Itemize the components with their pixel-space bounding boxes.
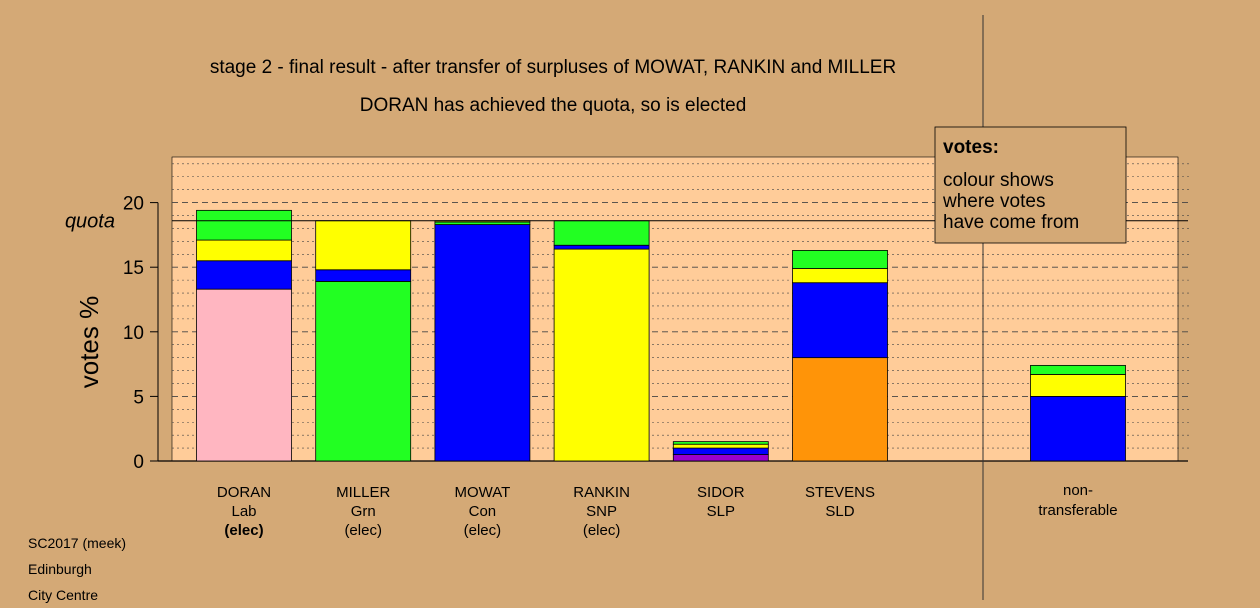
legend-line: have come from <box>943 212 1079 233</box>
chart-subtitle: DORAN has achieved the quota, so is elec… <box>360 95 747 116</box>
candidate-name-label: MILLER <box>336 484 390 501</box>
footer: SC2017 (meek) Edinburgh City Centre <box>28 530 126 608</box>
bar-stevens-segment-snp <box>792 268 888 284</box>
bar-doran-segment-snp <box>196 239 292 262</box>
bar-mowat-segment-con <box>434 224 531 462</box>
legend-title: votes: <box>943 137 999 158</box>
chart-title: stage 2 - final result - after transfer … <box>210 57 896 78</box>
legend: votes: colour shows where votes have com… <box>934 126 1127 244</box>
party-label: Lab <box>231 503 256 520</box>
bar-doran-segment-grn <box>196 209 292 241</box>
x-axis-labels: DORAN Lab (elec) MILLER Grn (elec) MOWAT Con (el… <box>217 482 1118 539</box>
y-axis-label: votes % <box>74 296 104 389</box>
bar-rankin-segment-con <box>553 244 650 250</box>
party-label: SLD <box>825 503 854 520</box>
y-tick-label: 0 <box>133 452 144 473</box>
bars <box>196 209 1126 462</box>
party-label: Grn <box>351 503 376 520</box>
bar-stevens-segment-con <box>792 282 888 359</box>
legend-line: colour shows <box>943 170 1054 191</box>
status-label: (elec) <box>464 522 502 539</box>
bar-miller-segment-con <box>315 269 412 282</box>
bar-nontransferable-segment-con <box>1030 395 1126 462</box>
bar-doran-segment-con <box>196 260 292 290</box>
bar-miller-segment-snp <box>315 220 412 271</box>
bar-doran-segment-lab <box>196 288 292 462</box>
bar-sidor-segment-snp <box>672 443 769 449</box>
status-label: (elec) <box>583 522 621 539</box>
legend-box <box>934 126 1127 244</box>
bar-nontransferable-segment-grn <box>1030 364 1126 375</box>
bar-rankin-segment-snp <box>553 248 650 462</box>
bar-stevens-segment-sld <box>792 357 888 462</box>
candidate-name-label: SIDOR <box>697 484 745 501</box>
y-tick-label: 15 <box>123 258 144 279</box>
footer-council: Edinburgh <box>28 561 92 577</box>
party-label: SLP <box>707 503 735 520</box>
bar-sidor-segment-con <box>672 447 769 455</box>
footer-method: SC2017 (meek) <box>28 535 127 551</box>
candidate-name-label: DORAN <box>217 484 271 501</box>
candidate-name-label: MOWAT <box>454 484 510 501</box>
footer-ward: City Centre <box>28 587 99 603</box>
bar-sidor-segment-slp <box>672 454 769 462</box>
nontransferable-label: transferable <box>1038 502 1117 519</box>
y-tick-label: 20 <box>123 194 144 215</box>
status-label: (elec) <box>224 522 263 539</box>
bar-rankin-segment-grn <box>553 220 650 246</box>
nontransferable-label: non- <box>1063 482 1093 499</box>
y-tick-label: 10 <box>123 323 144 344</box>
candidate-name-label: RANKIN <box>573 484 630 501</box>
party-label: Con <box>469 503 497 520</box>
status-label: (elec) <box>344 522 382 539</box>
quota-label: quota <box>65 211 115 233</box>
y-tick-label: 5 <box>133 387 144 408</box>
candidate-name-label: STEVENS <box>805 484 875 501</box>
legend-line: where votes <box>942 191 1045 212</box>
bar-miller-segment-grn <box>315 281 412 462</box>
party-label: SNP <box>586 503 617 520</box>
bar-sidor-segment-grn <box>672 441 769 445</box>
bar-stevens-segment-grn <box>792 250 888 269</box>
bar-nontransferable-segment-snp <box>1030 374 1126 397</box>
